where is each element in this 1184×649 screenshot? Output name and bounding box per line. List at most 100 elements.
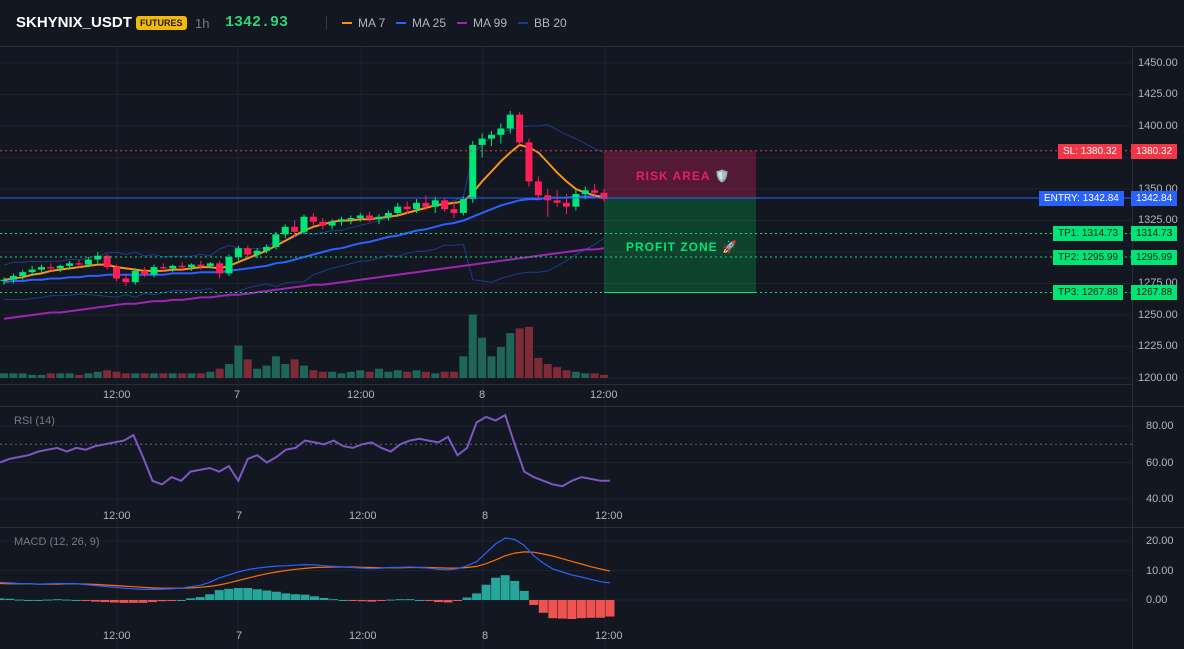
volume-bar: [590, 373, 599, 378]
macd-histogram-bar: [414, 600, 424, 601]
volume-bar: [168, 373, 177, 378]
macd-histogram-bar: [233, 588, 243, 600]
macd-histogram-bar: [357, 600, 367, 602]
macd-histogram-bar: [195, 597, 205, 600]
candle-body: [506, 114, 514, 129]
candle-body: [216, 263, 224, 274]
candle-body: [347, 217, 355, 220]
legend-ma7[interactable]: MA 7: [342, 16, 385, 30]
time-tick: 12:00: [349, 630, 377, 642]
candle-body: [422, 202, 430, 207]
candle-body: [600, 192, 608, 200]
candle-body: [497, 128, 505, 135]
time-tick: 12:00: [595, 630, 623, 642]
macd-histogram-bar: [329, 599, 339, 601]
volume-bar: [178, 373, 187, 378]
macd-tick: 0.00: [1146, 594, 1168, 606]
candle-body: [56, 265, 64, 269]
candle-body: [19, 272, 27, 276]
volume-bar: [103, 370, 112, 378]
macd-tick: 10.00: [1146, 565, 1174, 577]
legend-ma99[interactable]: MA 99: [457, 16, 507, 30]
volume-bar: [534, 357, 543, 378]
volume-bar: [515, 328, 524, 378]
volume-bar: [271, 356, 280, 378]
macd-tick: 20.00: [1146, 535, 1174, 547]
candle-body: [122, 278, 130, 283]
macd-histogram-bar: [119, 600, 129, 603]
macd-histogram-bar: [510, 581, 520, 600]
volume-bar: [431, 373, 440, 378]
candle-body: [572, 194, 580, 207]
macd-histogram-bar: [205, 594, 215, 600]
volume-bar: [46, 373, 55, 378]
macd-histogram-bar: [576, 600, 586, 619]
macd-histogram-bar: [148, 600, 157, 603]
price-tick: 1225.00: [1138, 340, 1178, 352]
legend-ma25[interactable]: MA 25: [396, 16, 446, 30]
volume-bar: [18, 373, 27, 378]
candle-body: [459, 199, 467, 213]
volume-bar: [65, 373, 74, 378]
candle-body: [413, 202, 420, 210]
macd-histogram-bar: [71, 600, 81, 601]
volume-bar: [403, 371, 412, 378]
volume-bar: [421, 371, 430, 378]
price-tick: 1450.00: [1138, 57, 1178, 69]
candle-body: [469, 144, 477, 200]
time-tick: 7: [234, 389, 241, 401]
candle-body: [328, 221, 336, 226]
macd-histogram-bar: [90, 600, 100, 602]
volume-bar: [290, 359, 299, 378]
macd-histogram-bar: [138, 600, 148, 603]
candle-body: [581, 190, 589, 195]
candle-body: [563, 202, 570, 207]
candle-body: [291, 226, 299, 232]
macd-line: [0, 537, 611, 590]
tp3-tag: TP3: 1267.88: [1053, 285, 1124, 300]
volume-bar: [84, 373, 93, 378]
macd-histogram-bar: [405, 599, 415, 601]
macd-histogram-bar: [186, 598, 196, 600]
macd-histogram-bar: [538, 600, 548, 613]
candle-body: [131, 270, 139, 283]
profit-zone: [604, 198, 756, 293]
candle-body: [141, 270, 149, 275]
price-tick: 1250.00: [1138, 309, 1178, 321]
macd-histogram-bar: [310, 596, 320, 600]
volume-bar: [28, 374, 37, 378]
macd-histogram-bar: [338, 600, 348, 601]
macd-histogram-bar: [52, 599, 62, 601]
macd-histogram-bar: [5, 598, 15, 600]
macd-pane: [0, 537, 1132, 619]
volume-bar: [571, 371, 580, 378]
candle-body: [206, 263, 214, 266]
volume-bar: [412, 370, 421, 378]
candle-body: [103, 255, 111, 268]
legend-bb20[interactable]: BB 20: [518, 16, 567, 30]
macd-histogram-bar: [472, 593, 482, 600]
macd-histogram-bar: [376, 600, 386, 601]
risk-area-label: RISK AREA 🛡️: [636, 169, 731, 183]
header-divider: [326, 16, 327, 30]
volume-bar: [318, 371, 327, 378]
symbol-name[interactable]: SKHYNIX_USDT: [16, 14, 132, 31]
macd-histogram-bar: [500, 575, 510, 600]
candle-body: [28, 269, 36, 273]
candle-body: [94, 255, 102, 260]
legend-label-ma25: MA 25: [412, 16, 447, 30]
legend-swatch-ma25: [396, 22, 406, 24]
volume-bar: [9, 373, 18, 378]
volume-bar: [440, 371, 449, 378]
last-price: 1342.93: [225, 14, 289, 31]
profit-zone-label: PROFIT ZONE 🚀: [626, 240, 738, 254]
macd-histogram-bar: [424, 600, 434, 601]
candle-body: [478, 138, 486, 145]
futures-badge: FUTURES: [136, 16, 187, 30]
volume-bar: [56, 373, 65, 378]
candle-body: [534, 181, 542, 196]
candle-body: [516, 114, 524, 143]
timeframe-label[interactable]: 1h: [195, 16, 210, 31]
macd-histogram-bar: [519, 590, 529, 600]
